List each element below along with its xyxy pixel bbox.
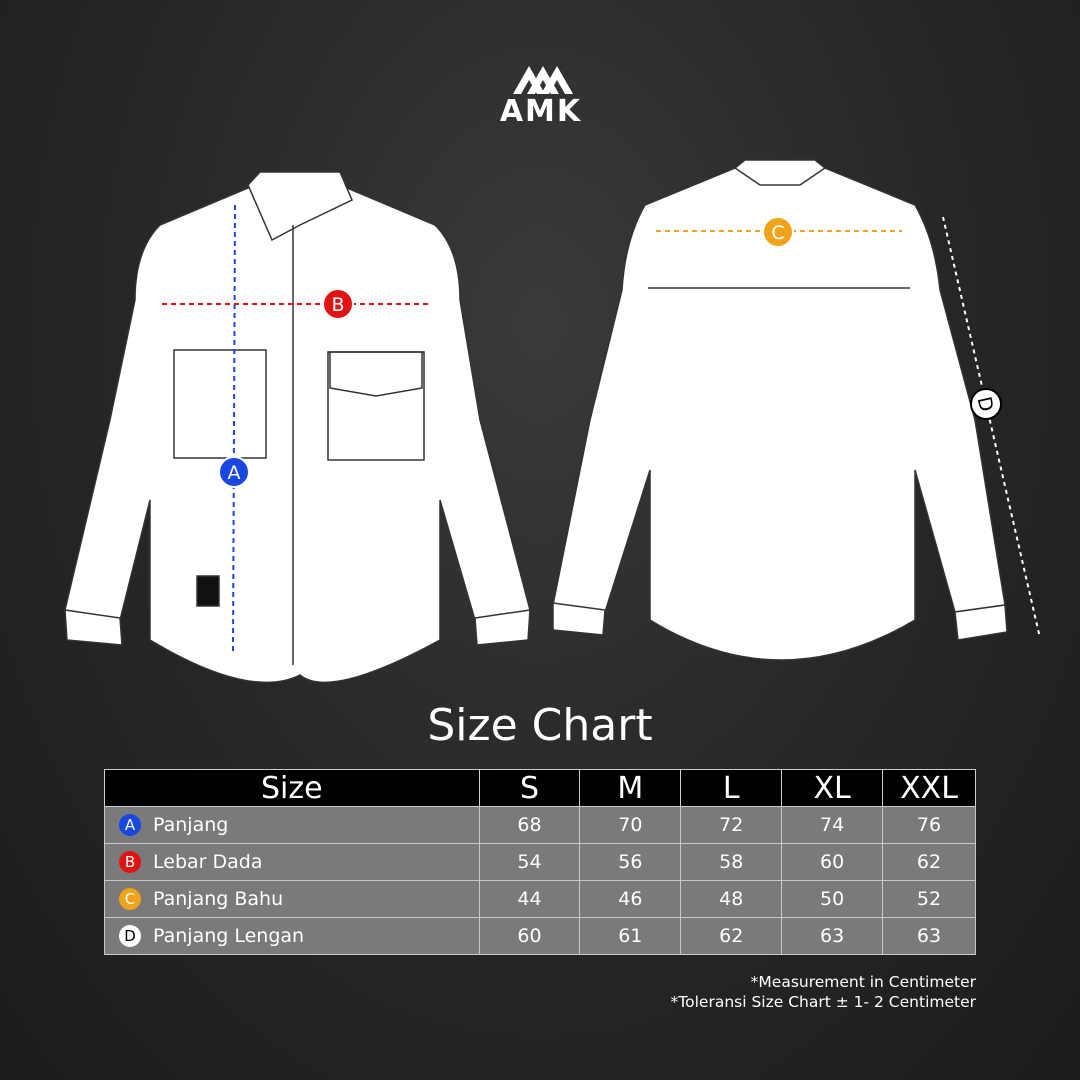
marker-badge: B (119, 851, 141, 874)
marker-badge: C (119, 888, 141, 911)
footnotes: *Measurement in Centimeter *Toleransi Si… (671, 972, 976, 1012)
row-label-cell: C Panjang Bahu (104, 880, 480, 918)
shirt-illustrations: A B C D (64, 159, 1041, 684)
row-label-cell: B Lebar Dada (104, 843, 480, 881)
header-xxl: XXL (882, 769, 976, 807)
value-cell: 76 (882, 806, 976, 844)
size-table: Size S M L XL XXL A Panjang 68 70 72 74 76 B Leb… (104, 769, 976, 955)
row-label: Lebar Dada (153, 850, 263, 873)
value-cell: 62 (680, 917, 783, 955)
page-title: Size Chart (427, 700, 653, 751)
marker-b: B (322, 288, 354, 320)
value-cell: 58 (680, 843, 783, 881)
value-cell: 70 (579, 806, 682, 844)
value-cell: 54 (478, 843, 581, 881)
measure-line-d (942, 216, 1041, 639)
value-cell: 63 (882, 917, 976, 955)
value-cell: 63 (781, 917, 884, 955)
row-label: Panjang Bahu (153, 887, 284, 910)
header-s: S (478, 769, 581, 807)
marker-badge: A (119, 814, 141, 837)
svg-text:D: D (973, 395, 998, 414)
row-label-cell: A Panjang (104, 806, 480, 844)
value-cell: 72 (680, 806, 783, 844)
value-cell: 68 (478, 806, 581, 844)
value-cell: 74 (781, 806, 884, 844)
value-cell: 60 (478, 917, 581, 955)
table-row: C Panjang Bahu 44 46 48 50 52 (104, 880, 976, 918)
table-header-row: Size S M L XL XXL (104, 769, 976, 807)
value-cell: 48 (680, 880, 783, 918)
value-cell: 62 (882, 843, 976, 881)
value-cell: 44 (478, 880, 581, 918)
header-l: L (680, 769, 783, 807)
table-row: A Panjang 68 70 72 74 76 (104, 806, 976, 844)
row-label: Panjang Lengan (153, 924, 305, 947)
svg-text:A: A (228, 462, 241, 484)
header-m: M (579, 769, 682, 807)
marker-a: A (218, 456, 250, 488)
note-tolerance: *Toleransi Size Chart ± 1- 2 Centimeter (670, 993, 976, 1011)
header-xl: XL (781, 769, 884, 807)
front-shirt (64, 171, 531, 684)
brand-logo: AMK (493, 60, 589, 129)
row-label: Panjang (153, 813, 229, 836)
back-shirt (552, 159, 1008, 661)
value-cell: 52 (882, 880, 976, 918)
mountain-logo-icon (513, 66, 573, 94)
marker-badge: D (119, 925, 141, 948)
logo-text: AMK (499, 94, 583, 129)
marker-c: C (762, 216, 794, 248)
value-cell: 56 (579, 843, 682, 881)
header-size: Size (104, 769, 480, 807)
value-cell: 60 (781, 843, 884, 881)
svg-text:B: B (331, 294, 344, 316)
value-cell: 61 (579, 917, 682, 955)
note-measurement: *Measurement in Centimeter (750, 973, 976, 991)
table-row: D Panjang Lengan 60 61 62 63 63 (104, 917, 976, 955)
row-label-cell: D Panjang Lengan (104, 917, 480, 955)
value-cell: 46 (579, 880, 682, 918)
measure-line-a (232, 204, 236, 653)
value-cell: 50 (781, 880, 884, 918)
svg-text:C: C (771, 222, 784, 244)
marker-d: D (970, 388, 1002, 420)
table-row: B Lebar Dada 54 56 58 60 62 (104, 843, 976, 881)
